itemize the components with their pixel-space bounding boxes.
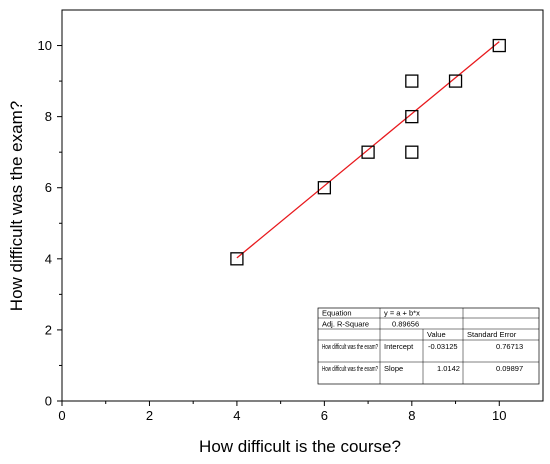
data-point [405,109,419,124]
data-point [448,74,463,88]
table-header-value: Value [427,330,446,339]
plot-frame [61,9,544,402]
table-equation-label: Equation [322,309,352,318]
tick-labels: 0 2 4 6 8 10 0 2 4 6 8 10 [38,38,507,423]
table-row-intercept-value: -0.03125 [428,342,458,351]
data-point [405,145,419,159]
y-tick-label: 8 [45,109,52,124]
x-tick-label: 8 [408,408,415,423]
data-point [317,181,332,195]
data-points [230,38,506,266]
table-row-slope-name: Slope [384,364,403,373]
y-tick-label: 0 [45,394,52,409]
table-adj-r-square-label: Adj. R-Square [322,320,369,329]
table-equation-value: y = a + b*x [384,309,420,318]
x-tick-label: 10 [492,408,506,423]
data-point [361,145,375,159]
fit-line [236,41,500,259]
table-row-intercept-dependent: How difficult was the exam? [322,342,378,351]
table-row-slope-value: 1.0142 [437,364,460,373]
table-header-standard-error: Standard Error [467,330,517,339]
table-row-slope-dependent: How difficult was the exam? [322,364,378,373]
x-tick-label: 0 [58,408,65,423]
table-row-intercept-error: 0.76713 [496,342,523,351]
table-row-intercept-name: Intercept [384,342,414,351]
data-point [405,74,419,88]
x-tick-label: 2 [146,408,153,423]
x-tick-label: 4 [233,408,240,423]
y-tick-label: 4 [45,251,52,266]
y-axis-label: How difficult was the exam? [7,101,26,311]
x-axis-label: How difficult is the course? [199,437,401,456]
data-point [230,252,244,266]
table-row-slope-error: 0.09897 [496,364,523,373]
axis-ticks [57,45,500,406]
stats-table: Equation y = a + b*x Adj. R-Square 0.896… [317,307,540,385]
x-tick-label: 6 [321,408,328,423]
y-tick-label: 6 [45,180,52,195]
data-point [492,38,506,53]
y-tick-label: 2 [45,322,52,337]
table-adj-r-square-value: 0.89656 [392,320,419,329]
y-tick-label: 10 [38,38,52,53]
